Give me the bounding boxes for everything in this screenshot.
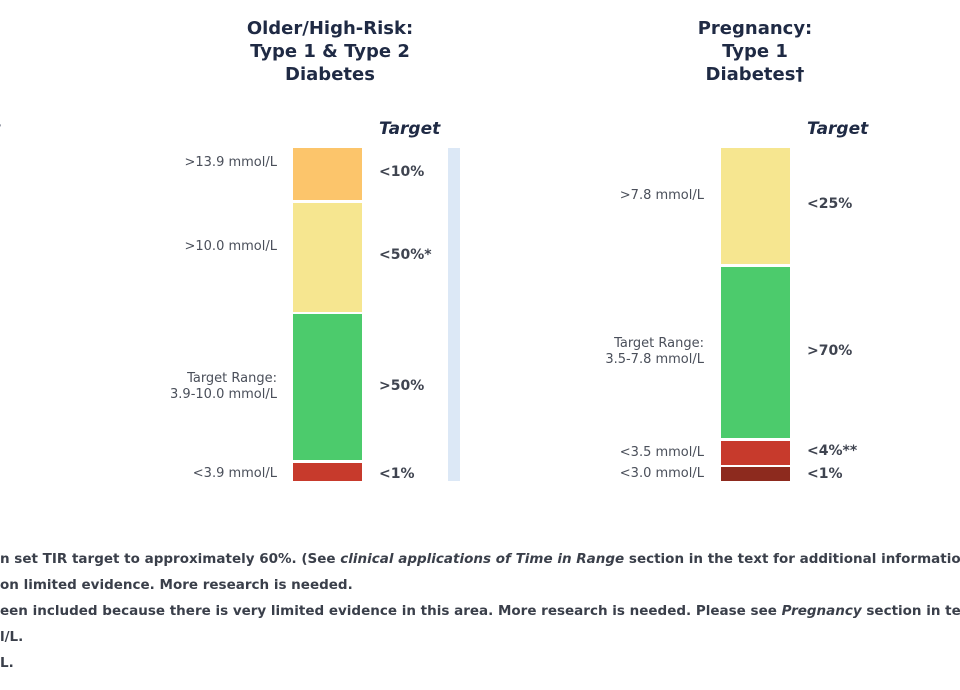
chart2-title: Pregnancy: Type 1 Diabetes† <box>640 17 870 86</box>
footnote-line-2: on limited evidence. More research is ne… <box>0 577 353 593</box>
chart2-label-low: <3.5 mmol/L <box>619 445 704 460</box>
chart1-title-line2: Type 1 & Type 2 <box>250 41 410 62</box>
chart1-target-header: Target <box>379 119 441 139</box>
chart2-segment-high <box>721 148 790 264</box>
chart2-label-target: Target Range: 3.5-7.8 mmol/L <box>560 336 704 368</box>
chart2-target-in-range: >70% <box>807 343 853 359</box>
chart2-segment-low <box>721 441 790 465</box>
footnote-emphasis-1: clinical applications of Time in Range <box>340 551 625 567</box>
footnote-line-5: L. <box>0 655 14 671</box>
chart2-segment-target <box>721 267 790 438</box>
chart1-title-line1: Older/High-Risk: <box>246 18 414 39</box>
chart2-label-target-line1: Target Range: <box>614 336 704 351</box>
chart2-target-high: <25% <box>807 196 853 212</box>
chart1-target-very-high: <10% <box>379 164 425 180</box>
chart1-label-very-high: >13.9 mmol/L <box>184 155 278 170</box>
chart1-target-high: <50%* <box>379 247 432 263</box>
chart1-label-low: <3.9 mmol/L <box>192 466 277 481</box>
chart2-target-low: <4%** <box>807 443 858 459</box>
chart1-segment-high <box>293 203 362 312</box>
footnote-line-4: l/L. <box>0 629 24 645</box>
chart1-segment-very-high <box>293 148 362 200</box>
footnote-line-1: n set TIR target to approximately 60%. (… <box>0 551 960 567</box>
chart2-target-header: Target <box>807 119 869 139</box>
chart2-target-very-low: <1% <box>807 466 843 482</box>
chart2-title-line1: Pregnancy: <box>697 18 813 39</box>
chart1-target-in-range: >50% <box>379 378 425 394</box>
footnote-line-3: een included because there is very limit… <box>0 603 960 619</box>
footnote-emphasis-2: Pregnancy <box>781 603 862 619</box>
footnotes: n set TIR target to approximately 60%. (… <box>0 549 960 679</box>
chart1-segment-low <box>293 463 362 481</box>
chart2-label-high: >7.8 mmol/L <box>619 188 704 203</box>
chart2-title-line3: Diabetes† <box>705 64 805 85</box>
chart1-label-high: >10.0 mmol/L <box>184 239 278 254</box>
chart2-segment-very-low <box>721 467 790 481</box>
panel-divider <box>448 148 460 481</box>
chart2-label-target-line2: 3.5-7.8 mmol/L <box>605 352 704 367</box>
chart1-segment-target <box>293 314 362 460</box>
chart2-label-very-low: <3.0 mmol/L <box>619 466 704 481</box>
chart1-title-line3: Diabetes <box>285 64 375 85</box>
chart1-label-target-line2: 3.9-10.0 mmol/L <box>170 387 277 402</box>
chart2-title-line2: Type 1 <box>722 41 788 62</box>
chart1-target-low: <1% <box>379 466 415 482</box>
chart1-label-target-line1: Target Range: <box>187 371 277 386</box>
chart1-title: Older/High-Risk: Type 1 & Type 2 Diabete… <box>215 17 445 86</box>
chart1-label-target: Target Range: 3.9-10.0 mmol/L <box>140 371 277 403</box>
